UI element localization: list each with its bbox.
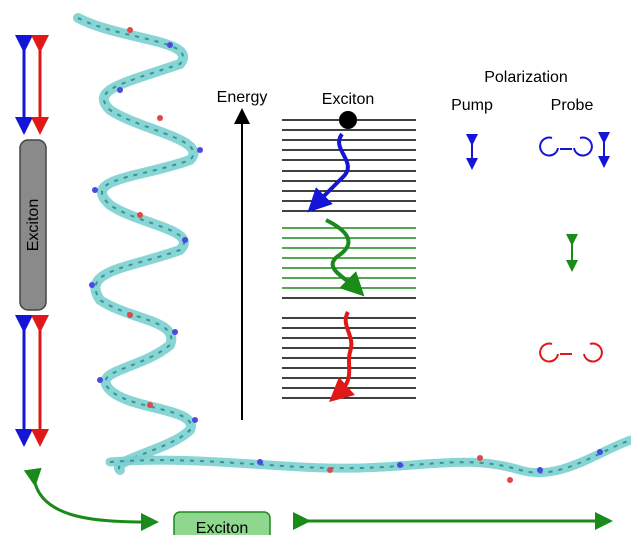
energy-label: Energy	[217, 89, 268, 106]
circular-arrow-icon	[539, 136, 559, 157]
curved-green-arrow-icon	[23, 467, 159, 531]
probe-red-polarization	[539, 342, 603, 363]
exciton-bottom-box: Exciton	[173, 511, 271, 540]
left-bottom-polarization-arrows	[15, 315, 49, 447]
exciton-top-label: Exciton	[322, 91, 374, 108]
circular-arrow-icon	[573, 136, 593, 157]
polarization-label: Polarization	[484, 69, 568, 86]
circular-arrow-icon	[583, 342, 603, 363]
molecular-helix	[73, 13, 631, 483]
probe-blue-polarization	[539, 132, 610, 168]
energy-axis: Energy	[217, 89, 268, 420]
exciton-particle-icon	[339, 111, 357, 129]
red-relaxation-arrow-icon	[329, 311, 355, 402]
pump-label: Pump	[451, 97, 493, 114]
left-top-polarization-arrows	[15, 35, 49, 135]
exciton-vertical-box: Exciton	[19, 139, 47, 311]
probe-label: Probe	[551, 97, 594, 114]
circular-arrow-icon	[539, 342, 559, 363]
green-relaxation-arrow-icon	[325, 218, 365, 297]
blue-relaxation-arrow-icon	[307, 132, 350, 213]
exciton-vertical-label: Exciton	[25, 199, 42, 251]
exciton-bottom-label: Exciton	[196, 520, 248, 535]
energy-levels	[282, 119, 416, 399]
